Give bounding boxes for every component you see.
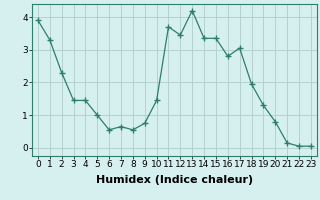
X-axis label: Humidex (Indice chaleur): Humidex (Indice chaleur) bbox=[96, 175, 253, 185]
